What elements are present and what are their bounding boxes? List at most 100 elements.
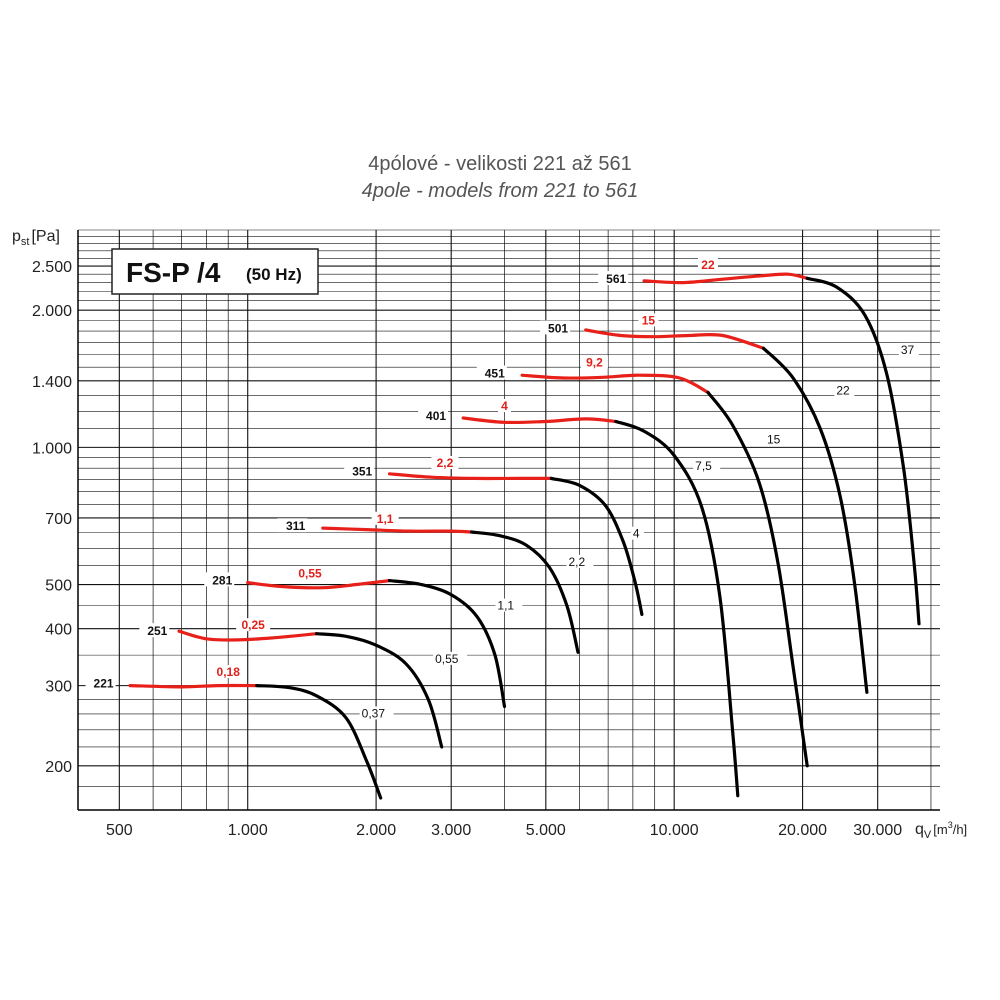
curve-name-251: 251 (147, 624, 167, 638)
x-tick-label: 5.000 (526, 822, 566, 839)
power-black-bg (566, 554, 594, 568)
model-box-subtitle: (50 Hz) (246, 265, 302, 284)
power-black-label-401: 7,5 (695, 459, 712, 473)
curve-labels: 221 0,18 0,37 251 0,25 0,55 281 0,55 1,1 311 1,1 2,… (85, 257, 919, 720)
curve-name-311: 311 (286, 519, 306, 533)
power-red-bg (580, 355, 608, 369)
x-tick-label: 500 (106, 822, 133, 839)
model-box-title: FS-P /4 (126, 257, 221, 288)
curve-name-bg (540, 320, 571, 335)
curve-311-black (470, 530, 580, 654)
curve-501-black (761, 346, 869, 694)
curve-401-red (461, 416, 618, 425)
power-black-bg (495, 598, 523, 612)
power-red-label-401: 4 (501, 399, 508, 413)
power-red-bg (293, 566, 328, 580)
power-red-label-451: 9,2 (586, 356, 603, 370)
x-tick-labels: 500 1.000 2.000 3.000 5.000 10.000 20.000 30.00… (106, 822, 902, 839)
y-tick-labels: 200 300 400 500 700 1.000 1.400 2.000 2.500 (32, 259, 72, 776)
curve-name-221: 221 (94, 676, 114, 690)
curve-name-451: 451 (485, 367, 505, 381)
y-tick-label: 1.000 (32, 440, 72, 457)
curve-501-red (584, 328, 766, 350)
x-tick-label: 2.000 (356, 822, 396, 839)
power-red-label-501: 15 (642, 313, 656, 327)
curve-351-black (549, 476, 644, 616)
power-red-label-311: 1,1 (377, 512, 394, 526)
y-tick-label: 2.000 (32, 303, 72, 320)
power-red-bg (211, 665, 246, 679)
power-red-label-281: 0,55 (298, 567, 322, 581)
curve-name-351: 351 (352, 465, 372, 479)
curve-name-bg (204, 572, 235, 587)
power-black-bg (834, 383, 855, 397)
power-black-bg (630, 526, 644, 540)
curve-name-401: 401 (426, 409, 446, 423)
curve-221-black (255, 684, 383, 800)
x-axis-label: qV [m3/h] (915, 820, 967, 841)
power-black-bg (433, 651, 468, 665)
power-red-label-221: 0,18 (217, 665, 241, 679)
curve-name-bg (418, 408, 449, 423)
power-red-label-351: 2,2 (437, 456, 454, 470)
power-black-bg (359, 706, 394, 720)
power-red-bg (431, 455, 459, 469)
y-tick-label: 400 (45, 622, 72, 639)
power-black-label-311: 2,2 (568, 555, 585, 569)
power-black-label-251: 0,55 (435, 652, 459, 666)
grid (77, 229, 940, 811)
curve-251-black (314, 632, 444, 749)
curve-351-red (387, 472, 553, 481)
model-box: FS-P /4 (50 Hz) (111, 248, 319, 295)
curve-221-red (128, 683, 259, 689)
fan-curves (128, 272, 921, 800)
x-tick-label: 30.000 (853, 822, 902, 839)
power-black-bg (693, 459, 721, 473)
curve-name-bg (139, 623, 170, 638)
power-red-bg (638, 313, 659, 327)
power-black-bg (898, 342, 919, 356)
power-red-bg (497, 399, 511, 413)
curve-401-black (614, 419, 740, 798)
y-tick-label: 300 (45, 679, 72, 696)
power-black-label-561: 37 (901, 343, 915, 357)
curve-451-black (706, 390, 809, 768)
power-black-label-351: 4 (633, 527, 640, 541)
power-black-bg (764, 432, 785, 446)
axes (77, 230, 940, 811)
curve-name-bg (476, 365, 507, 380)
curve-281-red (246, 579, 392, 590)
curve-281-black (387, 579, 507, 709)
x-tick-label: 10.000 (650, 822, 699, 839)
power-black-label-221: 0,37 (362, 706, 386, 720)
x-tick-label: 1.000 (228, 822, 268, 839)
y-tick-label: 500 (45, 578, 72, 595)
power-red-label-251: 0,25 (242, 618, 266, 632)
chart-subtitle: 4pole - models from 221 to 561 (361, 180, 639, 202)
curve-name-501: 501 (548, 321, 568, 335)
curve-name-bg (277, 518, 308, 533)
curve-311-red (321, 526, 474, 534)
y-axis-label: pst [Pa] (12, 228, 60, 248)
y-tick-label: 2.500 (32, 259, 72, 276)
x-tick-label: 20.000 (778, 822, 827, 839)
y-tick-label: 1.400 (32, 374, 72, 391)
curve-561-black (805, 276, 921, 626)
power-red-bg (697, 257, 718, 271)
power-red-label-561: 22 (701, 258, 715, 272)
chart-title: 4pólové - velikosti 221 až 561 (368, 153, 632, 175)
curve-name-561: 561 (606, 272, 626, 286)
curve-name-bg (344, 463, 375, 478)
y-tick-label: 700 (45, 511, 72, 528)
power-black-label-451: 15 (767, 433, 781, 447)
curve-name-bg (85, 675, 116, 690)
curve-name-281: 281 (212, 573, 232, 587)
x-tick-label: 3.000 (431, 822, 471, 839)
power-black-label-281: 1,1 (497, 599, 514, 613)
curve-251-red (177, 629, 319, 642)
curve-name-bg (598, 271, 629, 286)
power-black-label-501: 22 (836, 383, 850, 397)
chart-titles: 4pólové - velikosti 221 až 561 4pole - m… (0, 150, 1000, 204)
y-tick-label: 200 (45, 759, 72, 776)
